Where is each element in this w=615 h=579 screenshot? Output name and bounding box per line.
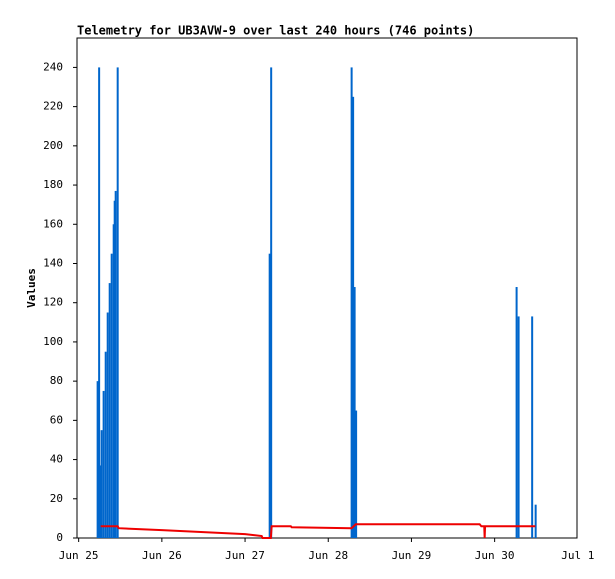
y-tick-label: 240 — [43, 60, 63, 73]
bar — [108, 283, 111, 538]
bar — [96, 381, 99, 538]
x-tick-label: Jun 29 — [392, 549, 432, 562]
y-tick-label: 80 — [50, 374, 63, 387]
bar — [268, 253, 271, 538]
x-tick-label: Jun 26 — [142, 549, 182, 562]
x-tick-label: Jun 25 — [59, 549, 99, 562]
bar — [98, 67, 101, 538]
bar — [531, 316, 534, 538]
bar — [270, 67, 273, 538]
chart-title: Telemetry for UB3AVW-9 over last 240 hou… — [77, 24, 474, 38]
y-tick-label: 20 — [50, 492, 63, 505]
y-axis-label: Values — [25, 268, 38, 308]
bar — [116, 67, 119, 538]
y-tick-label: 200 — [43, 139, 63, 152]
y-tick-label: 160 — [43, 217, 63, 230]
y-tick-label: 100 — [43, 335, 63, 348]
bar — [102, 390, 105, 538]
y-tick-label: 140 — [43, 256, 63, 269]
bar — [515, 287, 518, 538]
x-tick-label: Jun 28 — [308, 549, 348, 562]
y-tick-label: 0 — [56, 531, 63, 544]
plot-frame — [76, 37, 578, 539]
line — [100, 523, 536, 539]
bar — [106, 312, 109, 538]
y-tick-label: 220 — [43, 100, 63, 113]
x-tick-label: Jun 30 — [475, 549, 515, 562]
y-tick-label: 40 — [50, 453, 63, 466]
x-tick-label: Jul 1 — [561, 549, 594, 562]
y-tick-label: 180 — [43, 178, 63, 191]
bar — [534, 504, 537, 538]
y-tick-label: 60 — [50, 413, 63, 426]
bar — [353, 287, 356, 538]
bar — [100, 430, 103, 538]
bar — [110, 253, 113, 538]
y-tick-label: 120 — [43, 296, 63, 309]
bar — [350, 67, 353, 538]
bar — [355, 410, 358, 538]
x-tick-label: Jun 27 — [225, 549, 265, 562]
bar — [104, 351, 107, 538]
bar — [352, 96, 355, 538]
bar — [114, 190, 117, 539]
bar — [517, 316, 520, 538]
